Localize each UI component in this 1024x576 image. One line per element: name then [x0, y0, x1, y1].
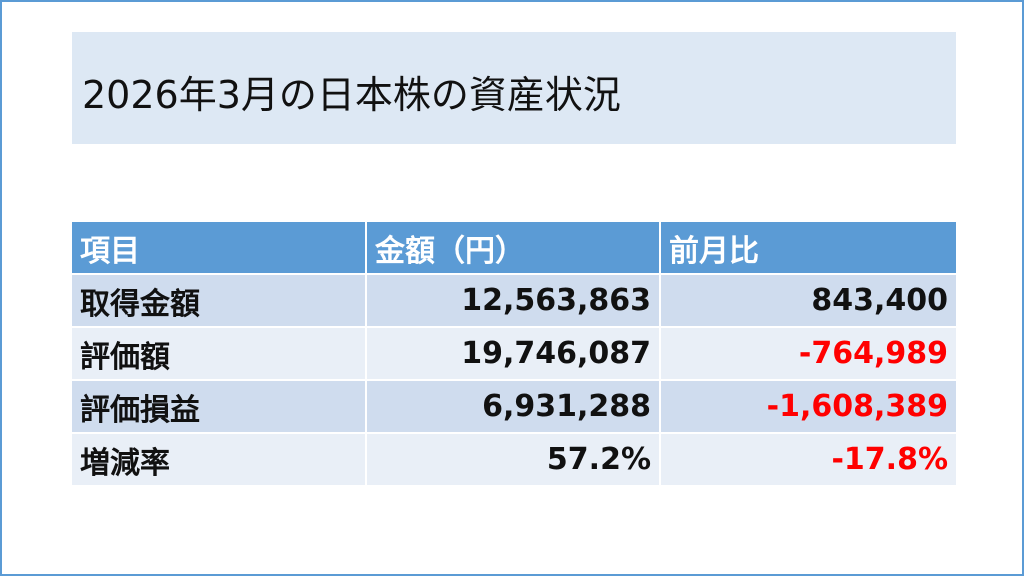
header-amount: 金額（円） [366, 222, 661, 275]
row-item: 増減率 [72, 433, 367, 487]
row-change: 843,400 [660, 274, 956, 328]
title-box: 2026年3月の日本株の資産状況 [72, 32, 956, 144]
row-amount: 12,563,863 [366, 274, 661, 328]
table-row: 評価額 19,746,087 -764,989 [72, 327, 956, 381]
table-row: 評価損益 6,931,288 -1,608,389 [72, 380, 956, 434]
table-header-row: 項目 金額（円） 前月比 [72, 222, 956, 275]
row-change: -17.8% [660, 433, 956, 487]
row-amount: 57.2% [366, 433, 661, 487]
row-item: 評価損益 [72, 380, 367, 434]
row-change: -764,989 [660, 327, 956, 381]
row-amount: 6,931,288 [366, 380, 661, 434]
table-row: 増減率 57.2% -17.8% [72, 433, 956, 487]
asset-table: 項目 金額（円） 前月比 取得金額 12,563,863 843,400 評価額… [72, 222, 956, 487]
row-item: 評価額 [72, 327, 367, 381]
header-item: 項目 [72, 222, 367, 275]
row-change: -1,608,389 [660, 380, 956, 434]
row-amount: 19,746,087 [366, 327, 661, 381]
page-title: 2026年3月の日本株の資産状況 [82, 73, 621, 117]
table-row: 取得金額 12,563,863 843,400 [72, 274, 956, 328]
row-item: 取得金額 [72, 274, 367, 328]
header-change: 前月比 [660, 222, 956, 275]
